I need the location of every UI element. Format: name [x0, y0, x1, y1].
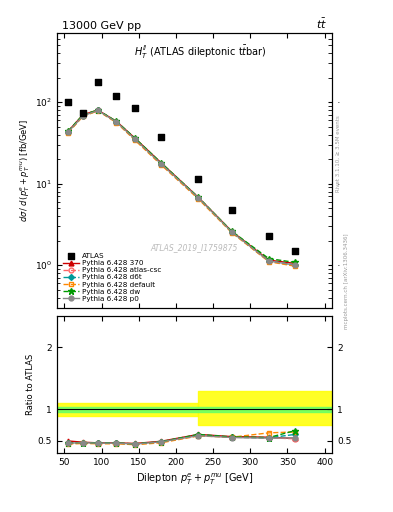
Pythia 6.428 default [292, 263, 297, 269]
Pythia 6.428 dw [196, 194, 200, 200]
Pythia 6.428 370 [292, 260, 297, 266]
Legend: ATLAS, Pythia 6.428 370, Pythia 6.428 atlas-csc, Pythia 6.428 d6t, Pythia 6.428 : ATLAS, Pythia 6.428 370, Pythia 6.428 at… [61, 251, 163, 304]
Pythia 6.428 default [95, 108, 100, 114]
Line: Pythia 6.428 atlas-csc: Pythia 6.428 atlas-csc [66, 108, 298, 267]
ATLAS [132, 104, 138, 112]
Pythia 6.428 d6t [133, 136, 138, 142]
Pythia 6.428 default [230, 229, 234, 236]
Pythia 6.428 atlas-csc [81, 113, 85, 119]
Pythia 6.428 p0 [292, 262, 297, 268]
Pythia 6.428 default [133, 137, 138, 143]
Pythia 6.428 dw [114, 118, 119, 124]
Text: mcplots.cern.ch [arXiv:1306.3436]: mcplots.cern.ch [arXiv:1306.3436] [344, 234, 349, 329]
Pythia 6.428 atlas-csc [114, 119, 119, 125]
Pythia 6.428 p0 [133, 136, 138, 142]
Pythia 6.428 p0 [114, 119, 119, 125]
ATLAS [158, 133, 164, 141]
Pythia 6.428 dw [133, 135, 138, 141]
ATLAS [292, 247, 298, 255]
Pythia 6.428 d6t [292, 262, 297, 268]
Pythia 6.428 dw [95, 107, 100, 113]
X-axis label: Dilepton $p_T^e+p_T^{mu}$ [GeV]: Dilepton $p_T^e+p_T^{mu}$ [GeV] [136, 471, 253, 486]
ATLAS [65, 98, 71, 106]
Pythia 6.428 370 [196, 194, 200, 200]
Pythia 6.428 d6t [114, 119, 119, 125]
Text: 13000 GeV pp: 13000 GeV pp [62, 20, 141, 31]
Pythia 6.428 p0 [81, 113, 85, 119]
Text: Rivet 3.1.10, ≥ 3.5M events: Rivet 3.1.10, ≥ 3.5M events [336, 115, 341, 192]
Pythia 6.428 default [196, 196, 200, 202]
Pythia 6.428 dw [159, 160, 163, 166]
Pythia 6.428 p0 [66, 129, 70, 135]
Pythia 6.428 d6t [66, 129, 70, 135]
Pythia 6.428 370 [133, 135, 138, 141]
ATLAS [80, 109, 86, 117]
Pythia 6.428 d6t [196, 195, 200, 201]
Pythia 6.428 d6t [266, 258, 271, 264]
Pythia 6.428 dw [292, 259, 297, 265]
Pythia 6.428 p0 [266, 258, 271, 264]
Line: Pythia 6.428 370: Pythia 6.428 370 [66, 108, 298, 266]
Text: $H_T^{ll}$ (ATLAS dileptonic t$\bar{t}$bar): $H_T^{ll}$ (ATLAS dileptonic t$\bar{t}$b… [134, 44, 266, 61]
Pythia 6.428 dw [66, 128, 70, 134]
Pythia 6.428 default [66, 130, 70, 136]
Y-axis label: Ratio to ATLAS: Ratio to ATLAS [26, 354, 35, 415]
Pythia 6.428 d6t [95, 108, 100, 114]
ATLAS [229, 205, 235, 214]
Pythia 6.428 p0 [196, 195, 200, 201]
Pythia 6.428 atlas-csc [196, 195, 200, 201]
Pythia 6.428 dw [81, 112, 85, 118]
Line: Pythia 6.428 default: Pythia 6.428 default [66, 109, 298, 269]
Pythia 6.428 atlas-csc [66, 129, 70, 135]
Line: Pythia 6.428 d6t: Pythia 6.428 d6t [66, 109, 297, 267]
ATLAS [95, 78, 101, 87]
Pythia 6.428 dw [266, 255, 271, 262]
Pythia 6.428 d6t [159, 161, 163, 167]
Line: Pythia 6.428 p0: Pythia 6.428 p0 [66, 108, 298, 267]
Pythia 6.428 370 [66, 128, 70, 134]
Text: $t\bar{t}$: $t\bar{t}$ [316, 16, 327, 31]
Line: Pythia 6.428 dw: Pythia 6.428 dw [65, 106, 298, 266]
Pythia 6.428 dw [230, 228, 234, 234]
Pythia 6.428 d6t [81, 113, 85, 119]
Pythia 6.428 atlas-csc [230, 229, 234, 235]
Pythia 6.428 p0 [230, 229, 234, 235]
ATLAS [113, 92, 119, 100]
Pythia 6.428 atlas-csc [133, 136, 138, 142]
Text: ATLAS_2019_I1759875: ATLAS_2019_I1759875 [151, 243, 238, 252]
Pythia 6.428 370 [266, 257, 271, 263]
ATLAS [195, 175, 201, 183]
Pythia 6.428 370 [81, 112, 85, 118]
ATLAS [266, 231, 272, 240]
Pythia 6.428 default [114, 120, 119, 126]
Pythia 6.428 atlas-csc [95, 108, 100, 114]
Y-axis label: $d\sigma\,/\,d\,(p_T^e+p_T^{mu})\;[\mathrm{fb/GeV}]$: $d\sigma\,/\,d\,(p_T^e+p_T^{mu})\;[\math… [19, 119, 32, 222]
Pythia 6.428 d6t [230, 229, 234, 235]
Pythia 6.428 default [266, 259, 271, 265]
Pythia 6.428 370 [230, 228, 234, 234]
Pythia 6.428 default [81, 113, 85, 119]
Pythia 6.428 atlas-csc [292, 262, 297, 268]
Pythia 6.428 370 [114, 118, 119, 124]
Pythia 6.428 default [159, 162, 163, 168]
Pythia 6.428 370 [95, 107, 100, 113]
Pythia 6.428 atlas-csc [266, 258, 271, 264]
Pythia 6.428 p0 [95, 108, 100, 114]
Pythia 6.428 370 [159, 160, 163, 166]
Pythia 6.428 atlas-csc [159, 161, 163, 167]
Pythia 6.428 p0 [159, 161, 163, 167]
